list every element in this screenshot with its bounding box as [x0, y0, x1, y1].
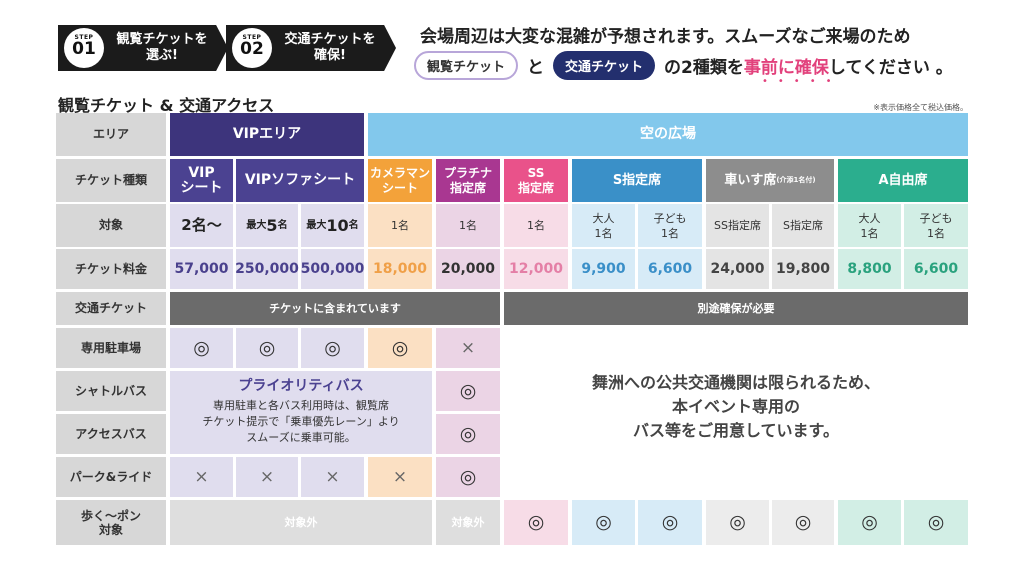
ticket-table: エリア チケット種類 対象 チケット料金 交通チケット 専用駐車場 シャトルバス… [56, 113, 968, 545]
transit-included-bar: チケットに含まれています [170, 292, 500, 325]
parkride-platinum-mark: ◎ [436, 457, 500, 497]
transit-separate-bar: 別途確保が必要 [504, 292, 968, 325]
target-s-child: 子ども 1名 [638, 204, 702, 247]
type-camera: カメラマン シート [368, 159, 432, 202]
walk-a-child-mark: ◎ [904, 500, 968, 545]
row-label-parking: 専用駐車場 [56, 328, 166, 368]
walk-s-adult-mark: ◎ [572, 500, 635, 545]
step-2-pin-icon: STEP 02 [232, 28, 272, 68]
parking-sofa10-mark: ◎ [301, 328, 364, 368]
access-platinum-mark: ◎ [436, 414, 500, 454]
parking-sofa5-mark: ◎ [236, 328, 298, 368]
type-vip: VIP シート [170, 159, 233, 202]
target-ss: 1名 [504, 204, 568, 247]
parkride-sofa5-cross: × [236, 457, 298, 497]
tax-note: ※表示価格全て税込価格。 [873, 103, 968, 112]
walk-wc-ss-mark: ◎ [706, 500, 769, 545]
target-wc-ss: SS指定席 [706, 204, 769, 247]
type-s: S指定席 [572, 159, 702, 202]
transit-pill: 交通チケット [553, 50, 656, 80]
price-vip: 57,000 [170, 249, 233, 289]
price-sofa-10: 500,000 [301, 249, 364, 289]
walk-vip-out-of-scope: 対象外 [170, 500, 432, 545]
parkride-sofa10-cross: × [301, 457, 364, 497]
target-a-adult: 大人 1名 [838, 204, 901, 247]
parking-platinum-cross: × [436, 328, 500, 368]
lead-tail-a: の2種類を [664, 57, 744, 78]
type-wheelchair: 車いす席 (介添1名付) [706, 159, 834, 202]
ticket-pill: 観覧チケット [414, 50, 519, 80]
row-label-type: チケット種類 [56, 159, 166, 202]
lead-conjunction: と [527, 57, 545, 78]
row-label-price: チケット料金 [56, 249, 166, 289]
lead-tail-c: してください 。 [828, 57, 953, 78]
step-1-text: 観覧チケットを 選ぶ! [116, 32, 208, 63]
price-a-child: 6,600 [904, 249, 968, 289]
public-transit-notice: 舞洲への公共交通機関は限られるため、 本イベント専用の バス等をご用意しています… [591, 373, 880, 440]
target-a-child: 子ども 1名 [904, 204, 968, 247]
parking-vip-mark: ◎ [170, 328, 233, 368]
target-wc-s: S指定席 [772, 204, 834, 247]
step-2-banner: STEP 02 交通チケットを 確保! [226, 25, 396, 71]
target-platinum: 1名 [436, 204, 500, 247]
price-a-adult: 8,800 [838, 249, 901, 289]
parkride-camera-cross: × [368, 457, 432, 497]
walk-wc-s-mark: ◎ [772, 500, 834, 545]
lead-emphasis: 事前に確保 [743, 57, 829, 78]
lead-line-1: 会場周辺は大変な混雑が予想されます。スムーズなご来場のため [420, 27, 911, 47]
target-camera: 1名 [368, 204, 432, 247]
row-label-shuttle: シャトルバス [56, 371, 166, 411]
row-label-target: 対象 [56, 204, 166, 247]
shuttle-platinum-mark: ◎ [436, 371, 500, 411]
area-sky: 空の広場 [368, 113, 968, 156]
target-sofa-10: 最大 10 名 [301, 204, 364, 247]
row-label-access: アクセスバス [56, 414, 166, 454]
target-s-adult: 大人 1名 [572, 204, 635, 247]
price-wc-s: 19,800 [772, 249, 834, 289]
target-sofa-5: 最大 5 名 [236, 204, 298, 247]
price-sofa-5: 250,000 [235, 249, 299, 289]
row-label-transit: 交通チケット [56, 292, 166, 325]
type-a: A自由席 [838, 159, 968, 202]
row-label-park-ride: パーク&ライド [56, 457, 166, 497]
walk-ss-mark: ◎ [504, 500, 568, 545]
walk-platinum-out-of-scope: 対象外 [436, 500, 500, 545]
type-vip-sofa: VIPソファシート [236, 159, 364, 202]
type-platinum: プラチナ 指定席 [436, 159, 500, 202]
area-vip: VIPエリア [170, 113, 364, 156]
price-s-adult: 9,900 [572, 249, 635, 289]
row-label-walk: 歩く～ポン 対象 [56, 500, 166, 545]
section-title: 観覧チケット & 交通アクセス [58, 96, 275, 115]
step-2-text: 交通チケットを 確保! [284, 32, 376, 63]
type-ss: SS 指定席 [504, 159, 568, 202]
walk-a-adult-mark: ◎ [838, 500, 901, 545]
price-platinum: 20,000 [436, 249, 500, 289]
price-camera: 18,000 [368, 249, 432, 289]
price-s-child: 6,600 [638, 249, 702, 289]
emphasis-dots: ••••• [762, 76, 842, 87]
target-vip: 2名～ [170, 204, 233, 247]
priority-bus-title: プライオリティバス [238, 378, 364, 394]
price-wc-ss: 24,000 [706, 249, 769, 289]
parkride-vip-cross: × [170, 457, 233, 497]
price-ss: 12,000 [504, 249, 568, 289]
parking-camera-mark: ◎ [368, 328, 432, 368]
priority-bus-box: プライオリティバス 専用駐車と各バス利用時は、観覧席 チケット提示で「乗車優先レ… [170, 371, 432, 454]
step-1-pin-icon: STEP 01 [64, 28, 104, 68]
step-1-banner: STEP 01 観覧チケットを 選ぶ! [58, 25, 228, 71]
lead-line-2: 観覧チケット と 交通チケット の2種類を 事前に確保 してください 。 [414, 50, 953, 80]
walk-s-child-mark: ◎ [638, 500, 702, 545]
row-label-area: エリア [56, 113, 166, 156]
priority-bus-body: 専用駐車と各バス利用時は、観覧席 チケット提示で「乗車優先レーン」より スムーズ… [202, 399, 400, 444]
